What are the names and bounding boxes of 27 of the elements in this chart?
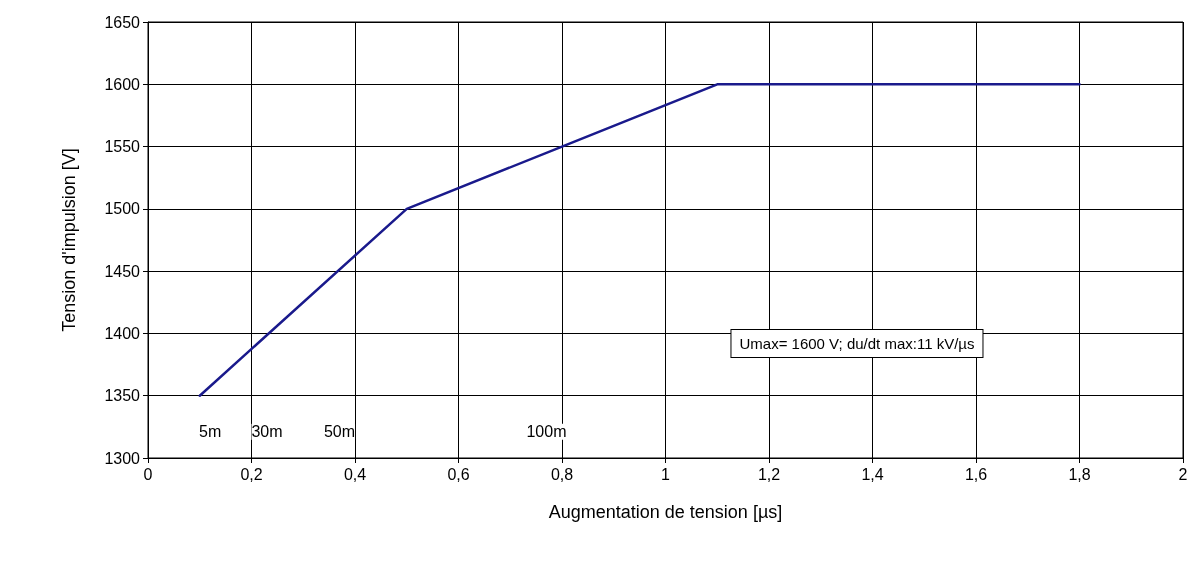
x-tick-label: 0,2 (240, 465, 263, 483)
y-tick-label: 1300 (104, 449, 141, 467)
x-tick-label: 1,6 (964, 465, 988, 483)
x-tick-label: 1,2 (757, 465, 781, 483)
annotation: 100m (526, 423, 567, 441)
y-tick-label: 1550 (104, 138, 141, 156)
line-series (198, 83, 1081, 397)
annotation: 30m (251, 423, 283, 441)
x-tick-label: 1 (661, 465, 671, 483)
x-tick-label: 0,4 (343, 465, 367, 483)
x-tick-label: 0 (143, 465, 153, 483)
y-tick-label: 1650 (104, 13, 141, 31)
y-tick-label: 1500 (104, 200, 141, 218)
y-tick-label: 1600 (104, 75, 141, 93)
annotation: Umax= 1600 V; du/dt max:11 kV/µs (739, 334, 975, 352)
annotation: 5m (198, 423, 222, 441)
x-tick-label: 1,8 (1068, 465, 1091, 483)
x-tick-label: 0,6 (447, 465, 470, 483)
y-axis-title: Tension d'impulsion [V] (59, 148, 79, 332)
x-tick-label: 2 (1178, 465, 1188, 483)
x-tick-label: 0,8 (550, 465, 574, 483)
x-tick-label: 1,4 (861, 465, 884, 483)
y-tick-label: 1400 (104, 324, 141, 342)
y-tick-label: 1350 (104, 387, 141, 405)
y-tick-label: 1450 (104, 262, 141, 280)
x-axis-title: Augmentation de tension [µs] (548, 502, 783, 522)
annotation: 50m (323, 423, 356, 441)
